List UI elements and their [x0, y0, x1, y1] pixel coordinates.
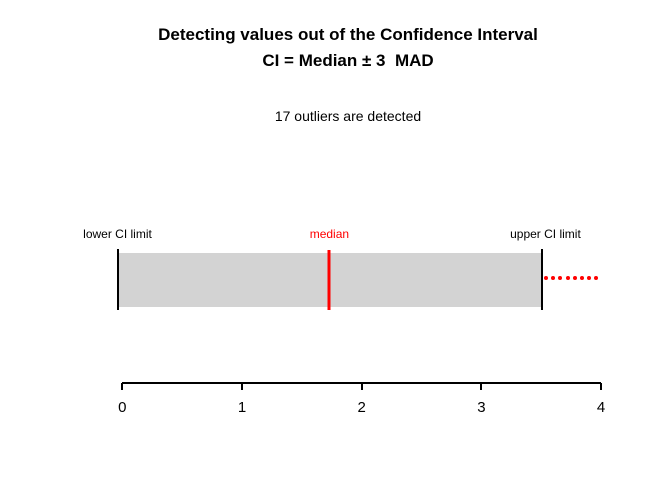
x-axis-tick-label: 4	[596, 399, 606, 416]
x-axis-tick	[360, 383, 363, 390]
outlier-dot	[551, 276, 556, 280]
outlier-dot	[544, 276, 549, 280]
lower-ci-limit-line	[116, 249, 119, 310]
upper-ci-limit-label: upper CI limit	[510, 227, 581, 241]
outlier-count-text: 17 outliers are detected	[274, 108, 422, 124]
plot-title-line2: CI = Median ± 3 MAD	[262, 51, 434, 70]
outlier-dot	[572, 276, 577, 280]
x-axis-tick-label: 0	[118, 399, 127, 416]
plot-title-line1: Detecting values out of the Confidence I…	[158, 25, 538, 44]
x-axis-tick	[121, 383, 124, 390]
x-axis-tick-label: 1	[237, 399, 247, 416]
median-label: median	[309, 227, 350, 241]
outlier-dot	[558, 276, 563, 280]
lower-ci-limit-label: lower CI limit	[83, 227, 152, 241]
outlier-dot	[565, 276, 570, 280]
x-axis-tick-label: 3	[477, 399, 486, 416]
outlier-dot	[587, 276, 592, 280]
x-axis-tick-label: 2	[357, 399, 366, 416]
median-line	[327, 250, 331, 310]
outlier-dot	[579, 276, 584, 280]
x-axis-tick	[600, 383, 603, 390]
outlier-dot	[594, 276, 599, 280]
x-axis-tick	[241, 383, 243, 390]
upper-ci-limit-line	[541, 249, 544, 310]
x-axis-tick	[480, 383, 483, 390]
